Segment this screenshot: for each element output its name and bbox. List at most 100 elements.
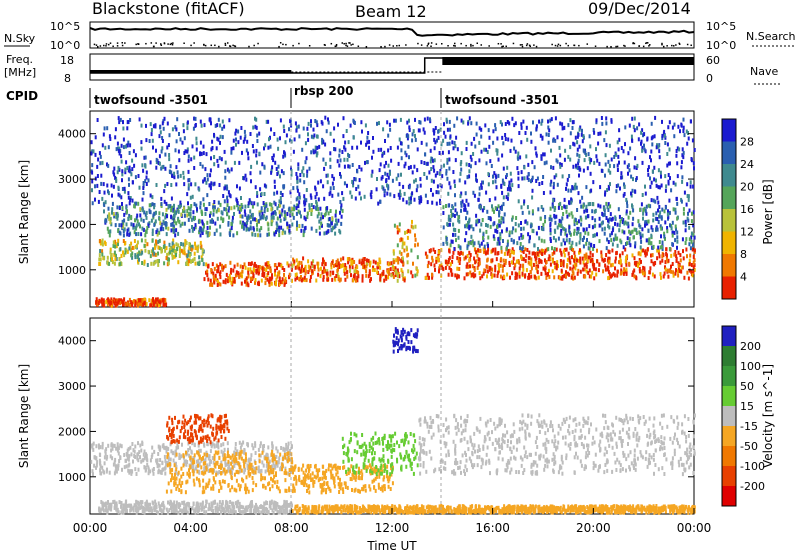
heatmap-cell bbox=[222, 442, 225, 447]
heatmap-cell bbox=[475, 178, 478, 183]
heatmap-cell bbox=[295, 125, 298, 130]
heatmap-cell bbox=[278, 203, 280, 208]
heatmap-cell bbox=[251, 212, 254, 217]
heatmap-cell bbox=[109, 229, 112, 234]
heatmap-cell bbox=[290, 267, 293, 272]
heatmap-cell bbox=[91, 163, 94, 168]
heatmap-cell bbox=[98, 445, 100, 450]
heatmap-cell bbox=[692, 210, 695, 215]
heatmap-cell bbox=[378, 168, 381, 173]
heatmap-cell bbox=[252, 217, 254, 222]
heatmap-cell bbox=[655, 145, 658, 150]
nave-trace bbox=[90, 57, 694, 73]
heatmap-cell bbox=[614, 256, 617, 261]
heatmap-cell bbox=[226, 167, 229, 172]
heatmap-cell bbox=[155, 160, 158, 164]
heatmap-cell bbox=[607, 168, 610, 173]
heatmap-cell bbox=[480, 149, 483, 154]
heatmap-cell bbox=[188, 253, 191, 258]
heatmap-cell bbox=[548, 217, 551, 222]
heatmap-cell bbox=[150, 128, 153, 132]
heatmap-cell bbox=[133, 454, 136, 458]
heatmap-cell bbox=[103, 455, 106, 460]
heatmap-cell bbox=[294, 121, 297, 126]
heatmap-cell bbox=[145, 170, 148, 175]
heatmap-cell bbox=[487, 128, 490, 133]
heatmap-cell bbox=[344, 147, 347, 152]
heatmap-cell bbox=[412, 225, 415, 230]
heatmap-cell bbox=[113, 166, 116, 171]
heatmap-cell bbox=[493, 209, 495, 214]
heatmap-cell bbox=[609, 170, 612, 175]
heatmap-cell bbox=[437, 258, 440, 263]
heatmap-cell bbox=[687, 211, 689, 216]
heatmap-cell bbox=[297, 162, 300, 167]
heatmap-cell bbox=[92, 441, 95, 446]
heatmap-cell bbox=[342, 196, 345, 201]
heatmap-cell bbox=[281, 231, 284, 236]
heatmap-cell bbox=[150, 455, 153, 459]
heatmap-cell bbox=[608, 276, 611, 280]
heatmap-cell bbox=[668, 198, 671, 203]
heatmap-cell bbox=[463, 207, 466, 212]
heatmap-cell bbox=[240, 449, 243, 454]
heatmap-cell bbox=[250, 164, 253, 169]
heatmap-cell bbox=[219, 134, 222, 139]
heatmap-cell bbox=[562, 263, 565, 268]
heatmap-cell bbox=[356, 278, 359, 283]
heatmap-cell bbox=[465, 147, 468, 151]
heatmap-cell bbox=[120, 154, 123, 159]
heatmap-cell bbox=[310, 195, 313, 200]
heatmap-cell bbox=[494, 264, 497, 269]
heatmap-cell bbox=[183, 221, 186, 226]
heatmap-cell bbox=[216, 471, 219, 476]
heatmap-cell bbox=[352, 118, 355, 123]
heatmap-cell bbox=[448, 249, 451, 254]
heatmap-cell bbox=[298, 276, 301, 281]
heatmap-cell bbox=[303, 194, 306, 199]
heatmap-cell bbox=[435, 259, 438, 264]
heatmap-cell bbox=[618, 214, 621, 219]
heatmap-cell bbox=[203, 224, 205, 229]
heatmap-cell bbox=[267, 271, 270, 276]
heatmap-cell bbox=[125, 464, 128, 469]
heatmap-cell bbox=[202, 197, 205, 202]
heatmap-cell bbox=[445, 239, 448, 244]
heatmap-cell bbox=[457, 215, 460, 220]
heatmap-cell bbox=[408, 201, 411, 206]
heatmap-cell bbox=[117, 165, 120, 170]
heatmap-cell bbox=[152, 467, 155, 471]
heatmap-cell bbox=[160, 196, 163, 201]
heatmap-cell bbox=[209, 282, 212, 287]
heatmap-cell bbox=[268, 282, 271, 287]
heatmap-cell bbox=[243, 129, 246, 134]
heatmap-cell bbox=[620, 171, 623, 176]
heatmap-cell bbox=[122, 233, 125, 238]
heatmap-cell bbox=[106, 214, 109, 219]
heatmap-cell bbox=[204, 457, 207, 462]
heatmap-cell bbox=[575, 185, 578, 190]
heatmap-cell bbox=[614, 259, 617, 264]
heatmap-cell bbox=[123, 189, 126, 194]
nsearch-point bbox=[278, 45, 280, 48]
heatmap-cell bbox=[616, 236, 619, 241]
nsearch-point bbox=[323, 43, 326, 46]
heatmap-cell bbox=[342, 116, 345, 121]
heatmap-cell bbox=[253, 268, 255, 273]
heatmap-cell bbox=[258, 131, 261, 136]
heatmap-cell bbox=[549, 182, 552, 187]
heatmap-cell bbox=[161, 146, 164, 151]
heatmap-cell bbox=[120, 262, 123, 266]
heatmap-cell bbox=[228, 206, 231, 211]
heatmap-cell bbox=[471, 264, 474, 269]
heatmap-cell bbox=[580, 132, 583, 137]
heatmap-cell bbox=[170, 196, 173, 201]
heatmap-cell bbox=[344, 277, 347, 282]
heatmap-cell bbox=[389, 267, 392, 272]
heatmap-cell bbox=[113, 172, 116, 177]
heatmap-cell bbox=[542, 222, 545, 227]
heatmap-cell bbox=[258, 268, 261, 273]
nsearch-point bbox=[112, 45, 114, 48]
heatmap-cell bbox=[572, 276, 575, 281]
heatmap-cell bbox=[547, 257, 550, 262]
